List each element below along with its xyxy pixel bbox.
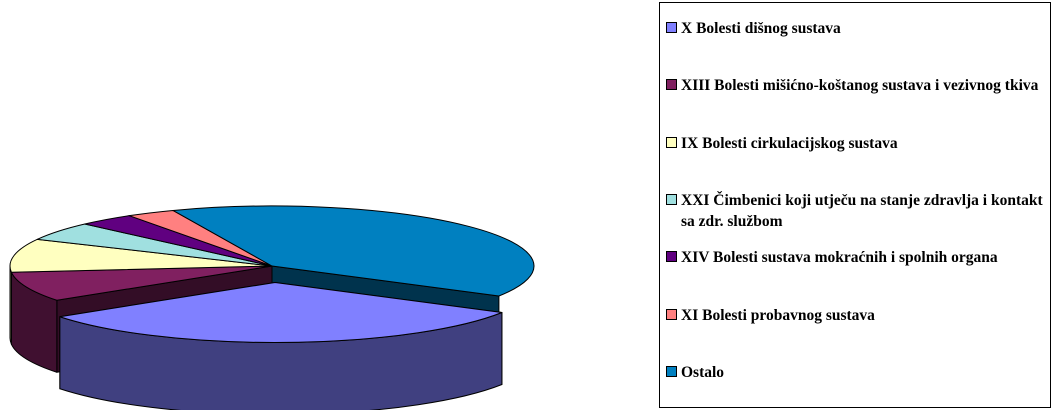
legend-item: XIII Bolesti mišićno-koštanog sustava i … [666,75,1046,96]
legend-label: IX Bolesti cirkulacijskog sustava [681,135,898,152]
legend: X Bolesti dišnog sustava XIII Bolesti mi… [659,2,1051,408]
legend-item: XXI Čimbenici koji utječu na stanje zdra… [666,190,1046,232]
pie-chart [9,205,535,410]
legend-item: XIV Bolesti sustava mokraćnih i spolnih … [666,247,1046,268]
legend-label: XI Bolesti probavnog sustava [681,307,875,324]
pie-slice [59,281,503,343]
legend-swatch [666,194,677,205]
legend-item: X Bolesti dišnog sustava [666,18,1046,39]
pie-slice [9,238,273,273]
legend-swatch [666,366,677,377]
legend-swatch [666,22,677,33]
legend-label: XIII Bolesti mišićno-koštanog sustava i … [681,77,1039,94]
pie-slice [172,205,535,297]
legend-swatch [666,251,677,262]
legend-label: XIV Bolesti sustava mokraćnih i spolnih … [681,249,998,266]
legend-label: XXI Čimbenici koji utječu na stanje zdra… [681,192,1043,230]
legend-label: X Bolesti dišnog sustava [681,20,841,37]
pie-slice [10,265,273,301]
legend-item: Ostalo [666,362,1046,383]
legend-swatch [666,309,677,320]
legend-swatch [666,137,677,148]
legend-swatch [666,79,677,90]
legend-item: IX Bolesti cirkulacijskog sustava [666,133,1046,154]
legend-label: Ostalo [681,364,725,381]
legend-item: XI Bolesti probavnog sustava [666,305,1046,326]
